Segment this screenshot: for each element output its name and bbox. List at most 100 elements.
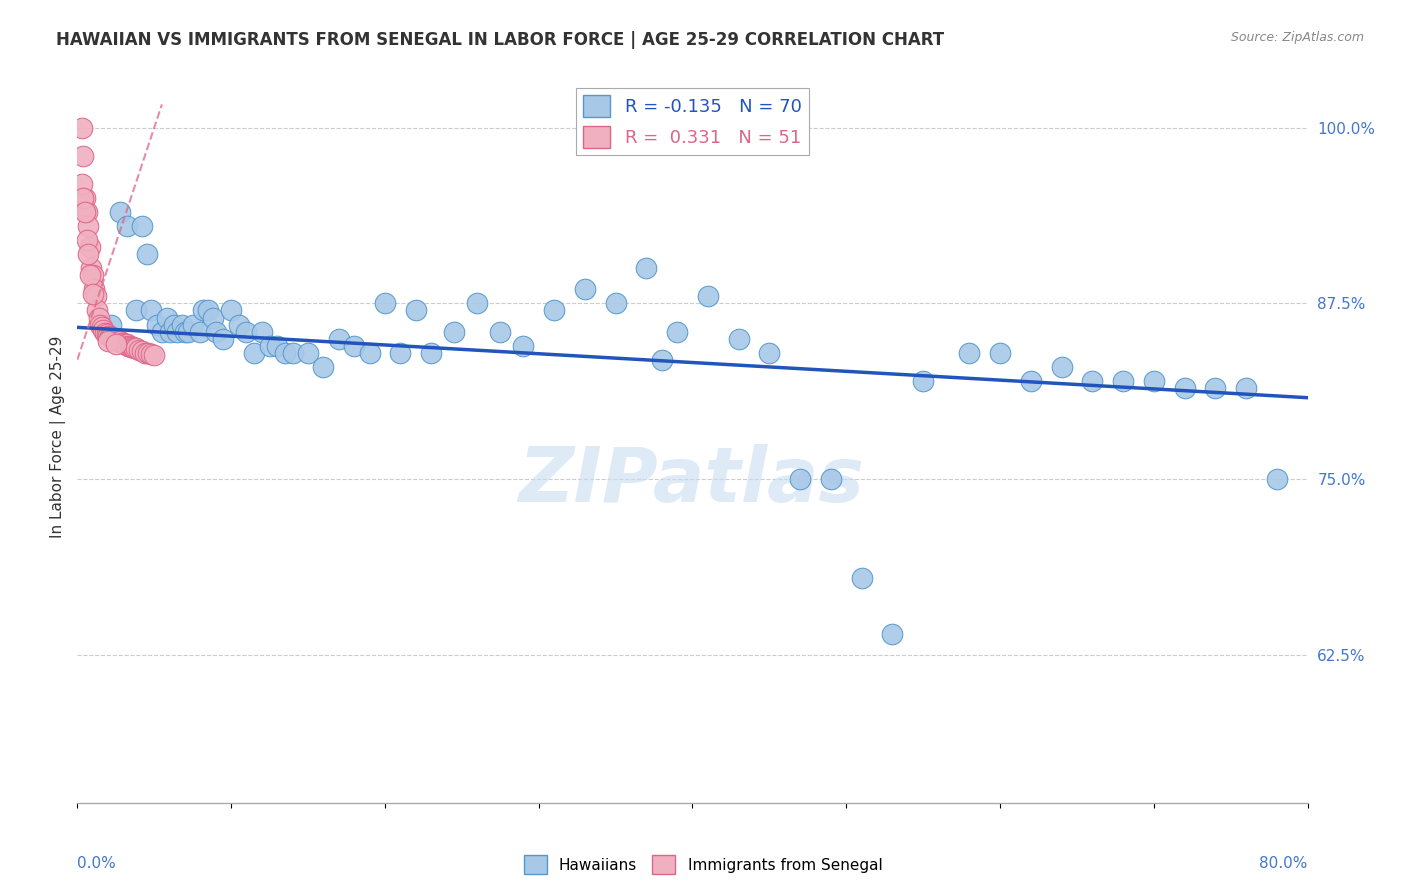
Point [328,332,350,346]
Point [405,303,427,318]
Point [125,303,148,318]
Point [489,325,512,339]
Point [359,345,381,359]
Point [789,472,811,486]
Point [758,345,780,359]
Text: ZIPatlas: ZIPatlas [519,444,866,518]
Point [651,352,673,367]
Point [114,337,136,351]
Point [512,339,534,353]
Point [443,325,465,339]
Text: 80.0%: 80.0% [1260,856,1308,871]
Y-axis label: In Labor Force | Age 25-29: In Labor Force | Age 25-29 [51,336,66,538]
Point [82,286,104,301]
Point [1204,381,1226,395]
Point [72,149,94,163]
Point [115,219,138,233]
Point [112,335,135,350]
Point [543,303,565,318]
Point [100,318,122,332]
Point [131,219,153,233]
Point [389,345,412,359]
Point [957,345,980,359]
Point [201,310,224,325]
Point [70,177,93,191]
Point [259,339,281,353]
Point [696,289,718,303]
Point [73,191,96,205]
Point [82,268,104,283]
Point [76,233,98,247]
Point [110,334,132,349]
Point [882,627,904,641]
Point [820,472,842,486]
Point [93,323,115,337]
Point [77,219,100,233]
Point [117,339,139,353]
Point [104,333,127,347]
Point [100,330,122,344]
Point [1112,374,1135,388]
Point [159,325,181,339]
Point [1081,374,1104,388]
Point [141,303,163,318]
Point [235,325,257,339]
Legend: R = -0.135   N = 70, R =  0.331   N = 51: R = -0.135 N = 70, R = 0.331 N = 51 [576,87,808,155]
Point [297,345,319,359]
Point [343,339,366,353]
Point [150,325,173,339]
Point [312,359,335,374]
Legend: Hawaiians, Immigrants from Senegal: Hawaiians, Immigrants from Senegal [517,849,889,880]
Point [143,349,166,363]
Point [87,310,110,325]
Text: 0.0%: 0.0% [77,856,117,871]
Point [374,296,396,310]
Point [1019,374,1042,388]
Point [420,345,443,359]
Point [110,205,132,219]
Point [228,318,250,332]
Point [281,345,304,359]
Point [90,320,114,334]
Point [146,318,169,332]
Point [120,340,142,354]
Point [1234,381,1257,395]
Point [134,345,156,359]
Point [115,337,138,351]
Point [988,345,1011,359]
Text: Source: ZipAtlas.com: Source: ZipAtlas.com [1230,31,1364,45]
Point [80,261,103,276]
Point [108,334,131,349]
Point [104,337,127,351]
Point [181,318,204,332]
Point [574,282,596,296]
Point [666,325,689,339]
Point [605,296,627,310]
Point [98,328,121,343]
Point [122,342,145,356]
Point [103,332,125,346]
Point [76,205,98,219]
Point [111,335,134,350]
Point [141,347,163,361]
Point [121,340,143,354]
Point [131,344,153,359]
Point [170,318,193,332]
Point [77,247,100,261]
Point [193,303,215,318]
Point [851,571,873,585]
Point [727,332,749,346]
Point [101,332,124,346]
Point [96,327,118,342]
Point [1265,472,1288,486]
Point [97,328,120,343]
Point [188,325,212,339]
Point [465,296,488,310]
Point [73,205,96,219]
Point [89,318,111,332]
Point [70,120,93,135]
Point [79,240,101,254]
Point [118,339,141,353]
Point [83,282,105,296]
Point [163,318,186,332]
